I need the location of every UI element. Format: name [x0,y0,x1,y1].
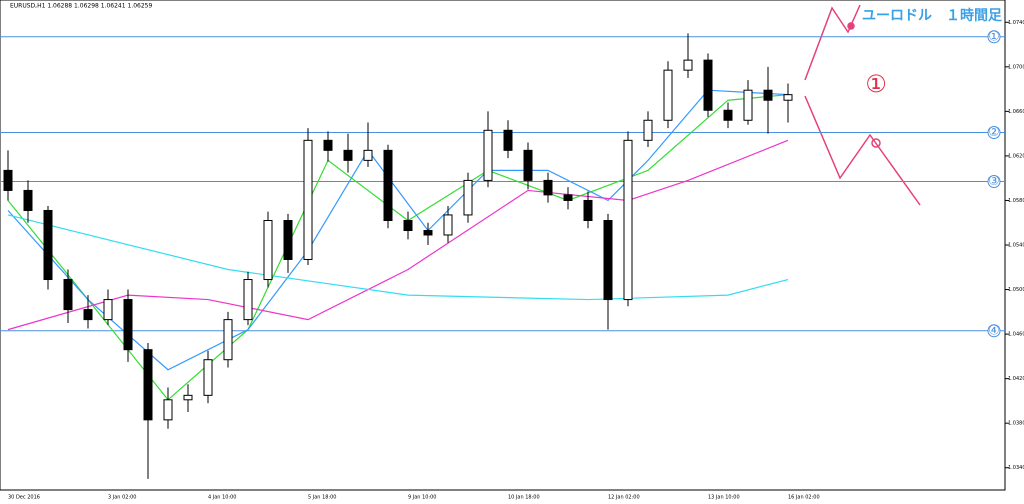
candle-body [403,220,413,232]
y-tick-label: 1.05800 [1008,198,1024,204]
candle-body [543,179,553,196]
candle-body [743,89,753,121]
candle-body [763,89,773,101]
candle-body [243,279,253,321]
candle-body [463,179,473,216]
annotation: ① [865,70,887,98]
x-tick-label: 4 Jan 10:00 [208,495,236,501]
candle-body [183,394,193,401]
candle-body [563,194,573,201]
level-badge [987,126,1001,140]
x-tick-label: 5 Jan 18:00 [308,495,336,501]
candle-body [63,279,73,311]
level-badge [987,175,1001,189]
scenario-dot [847,22,855,30]
candle-body [323,139,333,151]
candle-body [683,59,693,71]
candle-body [303,139,313,260]
y-tick-label: 1.05400 [1008,243,1024,249]
candle-body [163,399,173,421]
candle-body [263,220,273,281]
candle-body [483,129,493,181]
y-tick-label: 1.07000 [1008,64,1024,70]
candle-body [423,230,433,236]
candle-body [703,59,713,111]
candle-body [83,309,93,321]
candle-body [43,209,53,281]
y-tick-label: 1.04200 [1008,376,1024,382]
candle-body [643,119,653,141]
candle-body [723,109,733,121]
ma-line [7,139,789,331]
y-tick-label: 1.06600 [1008,109,1024,115]
x-tick-label: 13 Jan 10:00 [708,495,740,501]
scenario-dot [871,138,881,148]
chart-header: EURUSD,H1 1.06288 1.06298 1.06241 1.0625… [10,3,152,10]
x-tick-label: 10 Jan 18:00 [508,495,540,501]
level-label: ③ [988,174,1000,189]
candle-body [503,129,513,151]
level-badge [987,30,1001,44]
level-label: ④ [988,323,1000,338]
y-tick-label: 1.04600 [1008,332,1024,338]
level-label: ① [988,29,1000,44]
scenario-up [804,4,861,81]
x-tick-label: 30 Dec 2016 [8,495,40,501]
x-tick-label: 9 Jan 10:00 [408,495,436,501]
chart-title: ユーロドル １時間足 [862,7,1003,24]
x-tick-label: 3 Jan 02:00 [108,495,136,501]
candle-body [203,359,213,396]
candle-body [283,220,293,260]
candle-body [663,69,673,121]
candle-body [363,149,373,161]
candle-body [123,299,133,351]
scenario-arrows [804,4,921,206]
y-tick-label: 1.05000 [1008,287,1024,293]
level-label: ② [988,125,1000,140]
candle-body [343,149,353,161]
y-tick-label: 1.07400 [1008,20,1024,26]
y-tick-label: 1.06200 [1008,153,1024,159]
candle-body [443,214,453,236]
candle-body [583,199,593,221]
level-badge [987,324,1001,338]
x-tick-label: 16 Jan 02:00 [788,495,820,501]
candle-body [523,149,533,181]
scenario-down [804,95,921,206]
candle-body [383,149,393,221]
ma-line [7,214,789,301]
candle-body [3,169,13,191]
y-tick-label: 1.03800 [1008,421,1024,427]
candle-body [23,189,33,211]
candle-body [143,349,153,421]
candle-body [623,139,633,301]
y-tick-label: 1.03400 [1008,465,1024,471]
candle-body [103,299,113,321]
candle-body [603,220,613,301]
candle-body [223,319,233,361]
x-tick-label: 12 Jan 02:00 [608,495,640,501]
candle-body [783,94,793,101]
